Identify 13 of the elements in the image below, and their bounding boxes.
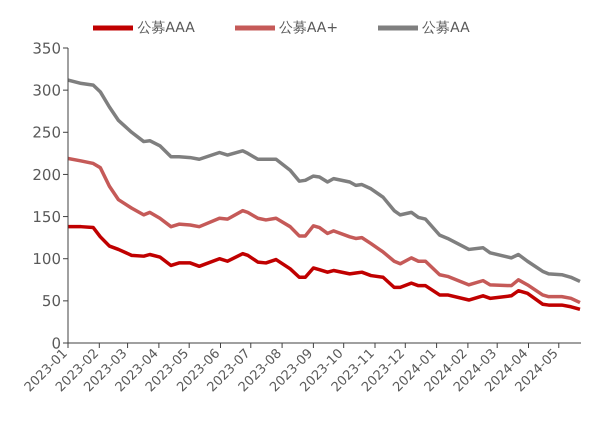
y-tick-label: 100 [32, 250, 61, 268]
legend-label: 公募AA+ [278, 20, 338, 36]
y-tick-label: 150 [32, 208, 61, 226]
y-tick-label: 200 [32, 166, 61, 184]
line-series [68, 224, 581, 312]
legend-label: 公募AAA [137, 20, 195, 36]
y-tick-label: 50 [42, 292, 61, 310]
y-tick-label: 300 [32, 81, 61, 100]
y-tick-label: 250 [32, 124, 61, 142]
legend-label: 公募AA [422, 20, 470, 36]
y-tick-label: 350 [32, 39, 61, 58]
line-series [68, 156, 581, 304]
line-series [68, 78, 581, 284]
